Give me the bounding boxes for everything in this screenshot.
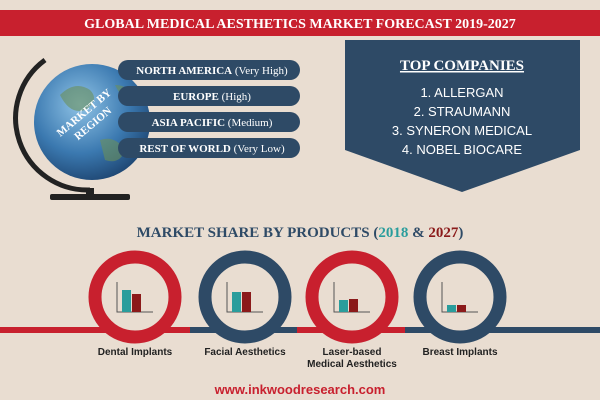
- product-ring: [305, 250, 399, 344]
- mini-bar: [242, 292, 251, 312]
- region-bar: [118, 60, 300, 80]
- region-bar: [118, 86, 300, 106]
- company: 1. ALLERGAN: [420, 85, 503, 100]
- base-line-segment: [0, 327, 190, 333]
- region-name: NORTH AMERICA: [136, 65, 232, 77]
- product-label: Breast Implants: [422, 347, 497, 358]
- region-label: ASIA PACIFIC (Medium): [152, 117, 273, 129]
- products-heading: MARKET SHARE BY PRODUCTS (2018 & 2027): [137, 225, 464, 241]
- product-label: Laser-based: [323, 347, 382, 358]
- company: 4. NOBEL BIOCARE: [402, 142, 522, 157]
- region-name: EUROPE: [173, 91, 219, 103]
- mini-bar: [232, 292, 241, 312]
- mini-bar: [122, 290, 131, 312]
- mini-bar: [349, 299, 358, 312]
- mini-bar: [339, 300, 348, 312]
- region-name: REST OF WORLD: [139, 143, 231, 155]
- companies-list: 1. ALLERGAN 2. STRAUMANN 3. SYNERON MEDICA…: [392, 85, 532, 157]
- region-bar: [118, 138, 300, 158]
- globe-stand: [13, 57, 91, 193]
- mini-bar: [132, 294, 141, 312]
- product-ring: [413, 250, 507, 344]
- region-label: REST OF WORLD (Very Low): [139, 143, 285, 155]
- heading-year: 2018: [378, 225, 408, 241]
- region-list: NORTH AMERICA (Very High) EUROPE (High) AS…: [118, 60, 300, 158]
- heading-year: 2027: [428, 225, 459, 241]
- product-label: Dental Implants: [98, 347, 173, 358]
- companies-panel: [345, 40, 580, 192]
- companies-title: TOP COMPANIES: [400, 58, 524, 74]
- product-label: Facial Aesthetics: [204, 347, 286, 358]
- company: 3. SYNERON MEDICAL: [392, 123, 532, 138]
- heading-and: &: [412, 225, 425, 241]
- region-name: ASIA PACIFIC: [152, 117, 226, 129]
- globe-land: [60, 85, 135, 162]
- company: 2. STRAUMANN: [414, 104, 511, 119]
- region-level: (High): [222, 91, 252, 103]
- products: Dental Implants Facial Aesthetics Laser-ba…: [0, 250, 600, 370]
- mini-bar: [447, 305, 456, 312]
- region-label: NORTH AMERICA (Very High): [136, 65, 288, 77]
- heading-paren: ): [458, 225, 463, 241]
- heading-text: MARKET SHARE BY PRODUCTS: [137, 225, 370, 241]
- region-label: EUROPE (High): [173, 91, 251, 103]
- region-level: (Very Low): [234, 143, 285, 155]
- mini-bar: [457, 305, 466, 312]
- globe-base: [50, 194, 130, 200]
- footer-url: www.inkwoodresearch.com: [214, 382, 386, 397]
- heading-paren: (: [373, 225, 378, 241]
- region-level: (Medium): [228, 117, 273, 129]
- title-bar: [0, 10, 600, 36]
- region-level: (Very High): [235, 65, 288, 77]
- title: GLOBAL MEDICAL AESTHETICS MARKET FORECAS…: [84, 17, 516, 32]
- region-bar: [118, 112, 300, 132]
- globe-stand: [86, 188, 94, 196]
- product-label: Medical Aesthetics: [307, 359, 397, 370]
